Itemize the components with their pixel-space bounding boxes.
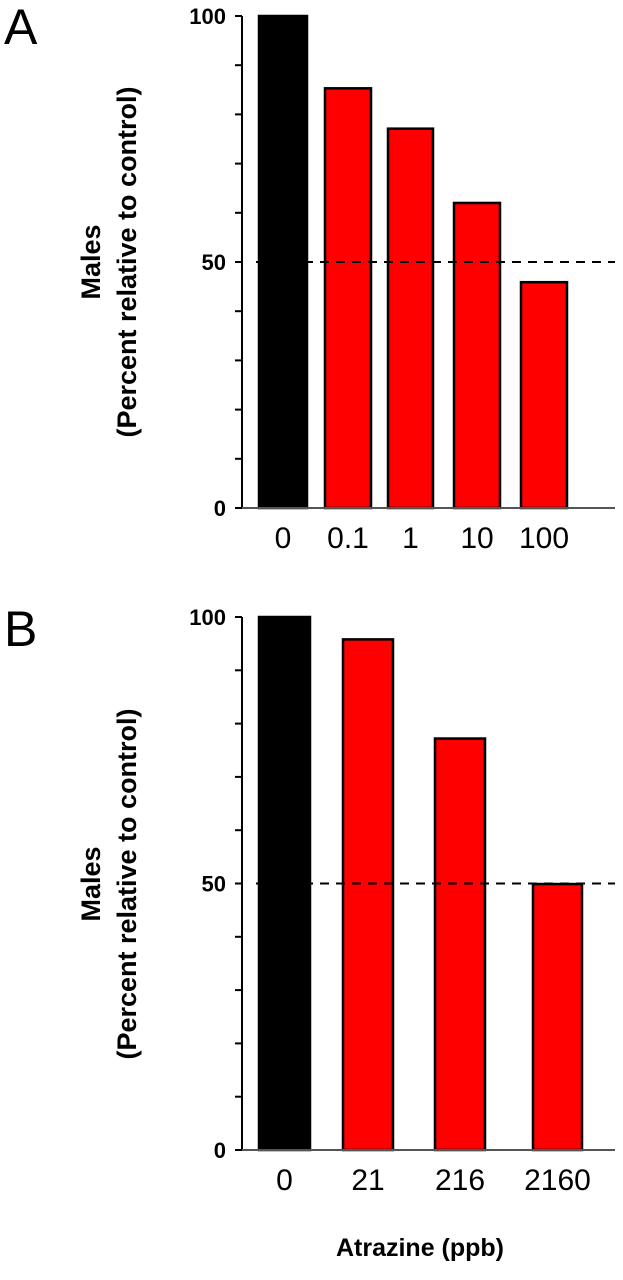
y-tick-label: 0: [214, 496, 226, 521]
y-tick-label: 50: [202, 872, 226, 897]
x-tick-label: 0: [275, 522, 292, 555]
y-tick-label: 50: [202, 250, 226, 275]
y-axis-label-b-line2: (Percent relative to control): [112, 708, 142, 1059]
bar-100: [519, 280, 569, 510]
bar-0: [257, 615, 312, 1152]
bar-10: [452, 201, 502, 510]
bar-21: [341, 638, 395, 1152]
x-tick-label: 216: [435, 1164, 485, 1197]
y-tick-label: 0: [214, 1138, 226, 1163]
y-axis-label-a-line2: (Percent relative to control): [112, 86, 142, 437]
x-tick-label: 10: [460, 522, 493, 555]
y-tick-label: 100: [189, 605, 226, 630]
x-tick-label: 0: [276, 1164, 293, 1197]
y-axis-label-b-line1: Males: [76, 846, 106, 921]
x-tick-label: 100: [519, 522, 569, 555]
x-tick-label: 1: [402, 522, 419, 555]
x-tick-label: 21: [351, 1164, 384, 1197]
x-axis-label: Atrazine (ppb): [336, 1234, 504, 1262]
panel-label-a: A: [4, 0, 38, 55]
x-tick-label: 2160: [524, 1164, 591, 1197]
y-tick-label: 100: [189, 4, 226, 29]
bar-0: [257, 14, 309, 510]
bar-1: [386, 127, 435, 510]
y-axis-label-a-line1: Males: [76, 224, 106, 299]
bar-0.1: [323, 87, 373, 510]
bar-2160: [531, 882, 584, 1152]
x-tick-label: 0.1: [327, 522, 369, 555]
panel-label-b: B: [4, 601, 37, 657]
bar-216: [433, 737, 487, 1152]
panel-a: A Males (Percent relative to control) 0 0…: [4, 0, 615, 555]
panel-b: B Males (Percent relative to control) At…: [4, 601, 615, 1262]
